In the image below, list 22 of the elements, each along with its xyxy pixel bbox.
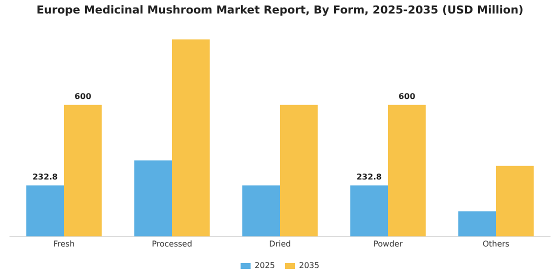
- legend-label: 2035: [299, 261, 320, 270]
- bar: [388, 104, 426, 236]
- bar: [172, 39, 210, 236]
- bar: [26, 185, 64, 236]
- chart-title: Europe Medicinal Mushroom Market Report, By Form, 2025-2035 (USD Million): [36, 3, 524, 16]
- bar: [64, 104, 102, 236]
- x-tick-label: Processed: [152, 239, 192, 248]
- bar: [496, 166, 534, 236]
- legend-label: 2025: [254, 261, 275, 270]
- data-label: 232.8: [356, 172, 382, 182]
- bar: [350, 185, 388, 236]
- bar: [134, 160, 172, 236]
- bar: [458, 211, 496, 236]
- bar: [280, 104, 318, 236]
- x-tick-label: Fresh: [53, 239, 75, 248]
- data-label: 232.8: [32, 172, 58, 182]
- data-label: 600: [74, 92, 92, 102]
- x-tick-label: Dried: [269, 239, 291, 248]
- x-tick-label: Powder: [373, 239, 404, 248]
- data-label: 600: [398, 92, 416, 102]
- x-tick-label: Others: [482, 239, 510, 248]
- bar: [242, 185, 280, 236]
